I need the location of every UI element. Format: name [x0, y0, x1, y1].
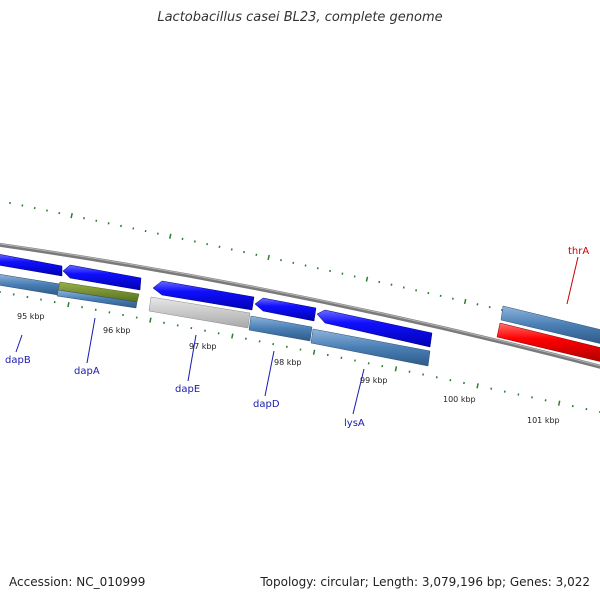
- reverse-feature-track: [0, 274, 600, 367]
- gene-label-lysa[interactable]: lysA: [344, 418, 365, 429]
- major-tick: [67, 302, 70, 308]
- map-title: Lactobacillus casei BL23, complete genom…: [157, 10, 443, 25]
- feature-bar[interactable]: [0, 274, 61, 296]
- tick-label: 97 kbp: [189, 342, 217, 351]
- minor-tick: [476, 303, 479, 306]
- major-tick: [557, 400, 561, 406]
- gene-label-dapb[interactable]: dapB: [5, 355, 31, 366]
- leader-line: [15, 334, 23, 353]
- feature-bar[interactable]: [310, 328, 431, 367]
- minor-tick: [21, 204, 24, 207]
- tick-label: 95 kbp: [17, 312, 45, 321]
- feature-bar-highlight[interactable]: [496, 322, 600, 362]
- feature-bar[interactable]: [148, 296, 251, 329]
- major-tick: [231, 333, 234, 339]
- minor-tick: [378, 280, 381, 284]
- cds-arrow[interactable]: [0, 254, 63, 277]
- tick-label: 101 kbp: [527, 416, 560, 425]
- cds-arrow[interactable]: [62, 264, 142, 291]
- leader-line: [264, 350, 275, 397]
- leader-line: [566, 256, 579, 305]
- cds-arrow[interactable]: [316, 309, 433, 348]
- leader-line: [352, 368, 365, 415]
- feature-bar[interactable]: [500, 305, 600, 344]
- major-tick: [312, 349, 316, 355]
- genome-summary: Topology: circular; Length: 3,079,196 bp…: [260, 575, 590, 589]
- major-tick: [394, 366, 398, 372]
- genome-backbone: [0, 242, 600, 369]
- major-tick: [476, 383, 479, 389]
- minor-tick: [193, 240, 196, 243]
- major-tick: [365, 276, 369, 282]
- gene-label-thra[interactable]: thrA: [568, 246, 589, 257]
- accession-label: Accession: NC_010999: [9, 575, 146, 589]
- minor-tick: [304, 264, 307, 267]
- minor-tick: [279, 259, 282, 262]
- minor-tick: [119, 224, 122, 228]
- tick-label: 98 kbp: [274, 358, 302, 367]
- minor-tick: [292, 261, 295, 264]
- major-tick: [267, 254, 270, 261]
- gene-label-dapa[interactable]: dapA: [74, 366, 100, 377]
- cds-arrow[interactable]: [152, 280, 255, 311]
- minor-tick: [243, 250, 246, 254]
- major-tick: [149, 317, 152, 323]
- feature-bar[interactable]: [248, 315, 313, 342]
- major-tick: [70, 213, 73, 219]
- minor-tick: [230, 248, 233, 251]
- minor-tick: [206, 243, 209, 246]
- gene-label-dapd[interactable]: dapD: [253, 399, 280, 410]
- major-tick: [463, 298, 467, 305]
- tick-label: 96 kbp: [103, 326, 131, 335]
- cds-arrow[interactable]: [254, 297, 317, 322]
- forward-cds-track: [0, 254, 433, 348]
- gene-labels: dapB dapA dapE dapD lysA thrA: [5, 246, 589, 429]
- major-tick: [168, 233, 172, 239]
- minor-tick: [218, 245, 221, 248]
- leader-line: [187, 334, 197, 382]
- tick-label: 100 kbp: [443, 395, 476, 404]
- leader-line: [86, 317, 96, 364]
- minor-tick: [427, 291, 430, 295]
- feature-bar[interactable]: [56, 289, 138, 309]
- tick-labels: 95 kbp 96 kbp 97 kbp 98 kbp 99 kbp 100 k…: [17, 312, 560, 425]
- gene-leader-lines: [15, 256, 579, 415]
- gene-label-dape[interactable]: dapE: [175, 384, 200, 395]
- minor-tick: [255, 253, 258, 256]
- tick-label: 99 kbp: [360, 376, 388, 385]
